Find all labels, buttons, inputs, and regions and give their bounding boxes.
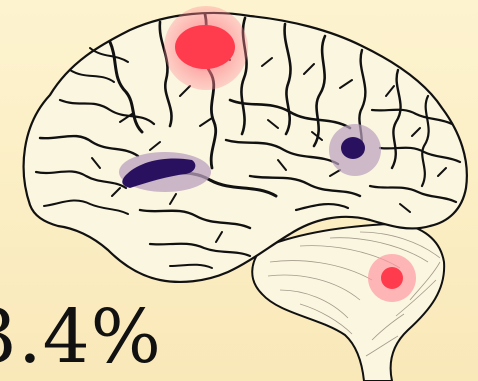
temporal-lesion xyxy=(119,152,211,192)
parietal-lesion xyxy=(164,6,248,90)
cerebellar-lesion xyxy=(368,254,416,302)
statistic-value: 3.4% xyxy=(0,294,162,380)
cerebellum xyxy=(251,222,446,381)
occipital-lesion xyxy=(329,124,381,176)
